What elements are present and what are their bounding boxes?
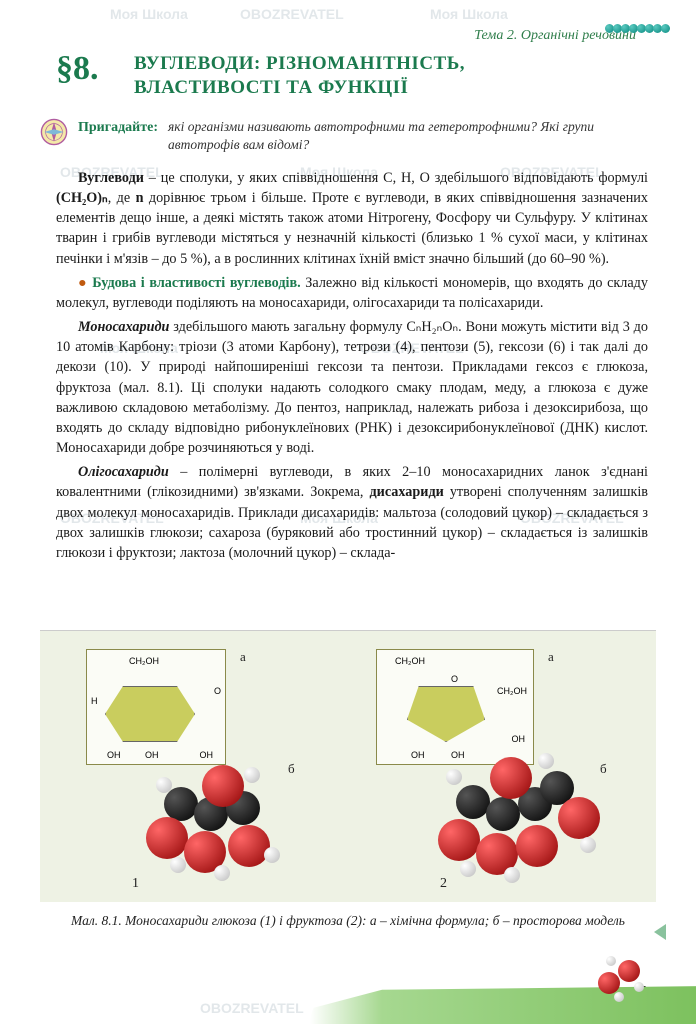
chem-label: OH bbox=[411, 750, 425, 760]
paragraph-1: Вуглеводи – це сполуки, у яких співвідно… bbox=[56, 168, 648, 269]
term-di: дисахариди bbox=[369, 484, 443, 500]
body-content: Вуглеводи – це сполуки, у яких співвідно… bbox=[56, 168, 648, 567]
figure-number-2: 2 bbox=[440, 876, 447, 892]
topic-label: Тема 2. Органічні речовини bbox=[26, 28, 696, 44]
figure-label-a2: а bbox=[548, 649, 554, 665]
figure-panel: CH₂OH O OH OH OH H а б 1 CH₂OH CH₂OH O O… bbox=[40, 630, 656, 902]
decorative-beads bbox=[606, 20, 696, 38]
paragraph-4: Олігосахариди – полімерні вуглеводи, в я… bbox=[56, 462, 648, 563]
footer-decoration bbox=[0, 978, 696, 1024]
glucose-3d-model bbox=[134, 747, 284, 887]
margin-arrow-icon bbox=[654, 924, 666, 940]
txt: – це сполуки, у яких співвідношення C, H… bbox=[144, 170, 648, 186]
bullet-icon: ● bbox=[78, 275, 92, 291]
pentose-ring-icon bbox=[407, 686, 485, 742]
fructose-3d-model bbox=[430, 741, 580, 881]
chem-label: CH₂OH bbox=[395, 656, 425, 666]
recall-block: Пригадайте: які організми називають авто… bbox=[40, 118, 656, 154]
paragraph-2: ● Будова і властивості вуглеводів. Залеж… bbox=[56, 273, 648, 313]
compass-icon bbox=[40, 118, 68, 146]
corner-molecule-icon bbox=[592, 954, 652, 1004]
figure-label-b: б bbox=[288, 761, 295, 777]
term-oligo: Олігосахариди bbox=[78, 464, 169, 480]
running-header: Тема 2. Органічні речовини bbox=[26, 28, 696, 50]
figure-caption: Мал. 8.1. Моносахариди глюкоза (1) і фру… bbox=[56, 912, 640, 930]
chem-label: CH₂OH bbox=[129, 656, 159, 666]
hexose-ring-icon bbox=[105, 686, 195, 742]
txt: , де bbox=[108, 190, 136, 206]
section-header: §8. ВУГЛЕВОДИ: РІЗНОМАНІТНІСТЬ, ВЛАСТИВО… bbox=[56, 52, 656, 100]
watermark: Моя Школа bbox=[110, 6, 188, 22]
section-title-line1: ВУГЛЕВОДИ: РІЗНОМАНІТНІСТЬ, bbox=[134, 53, 465, 74]
chem-label: H bbox=[91, 696, 98, 706]
figure-number-1: 1 bbox=[132, 876, 139, 892]
watermark: OBOZREVATEL bbox=[240, 6, 344, 22]
watermark: Моя Школа bbox=[430, 6, 508, 22]
formula: (CH₂O)ₙ bbox=[56, 190, 108, 206]
txt: дорівнює трьом і більше. Проте є вуглево… bbox=[56, 190, 648, 266]
section-number: §8. bbox=[56, 52, 99, 86]
sub-heading: Будова і властивості вуглеводів. bbox=[92, 275, 300, 291]
recall-label: Пригадайте: bbox=[78, 118, 158, 136]
chem-label: CH₂OH bbox=[497, 686, 527, 696]
chem-label: O bbox=[451, 674, 458, 684]
term-vuglevody: Вуглеводи bbox=[78, 170, 144, 186]
figure-label-b2: б bbox=[600, 761, 607, 777]
term-mono: Моносахариди bbox=[78, 319, 169, 335]
section-title-line2: ВЛАСТИВОСТІ ТА ФУНКЦІЇ bbox=[134, 77, 408, 98]
section-title: ВУГЛЕВОДИ: РІЗНОМАНІТНІСТЬ, ВЛАСТИВОСТІ … bbox=[134, 52, 656, 100]
chem-label: OH bbox=[107, 750, 121, 760]
chem-label: O bbox=[214, 686, 221, 696]
recall-question: які організми називають автотрофними та … bbox=[168, 118, 656, 154]
txt: здебільшого мають загальну формулу CₙH₂ₙ… bbox=[56, 319, 648, 456]
paragraph-3: Моносахариди здебільшого мають загальну … bbox=[56, 317, 648, 458]
figure-label-a: а bbox=[240, 649, 246, 665]
